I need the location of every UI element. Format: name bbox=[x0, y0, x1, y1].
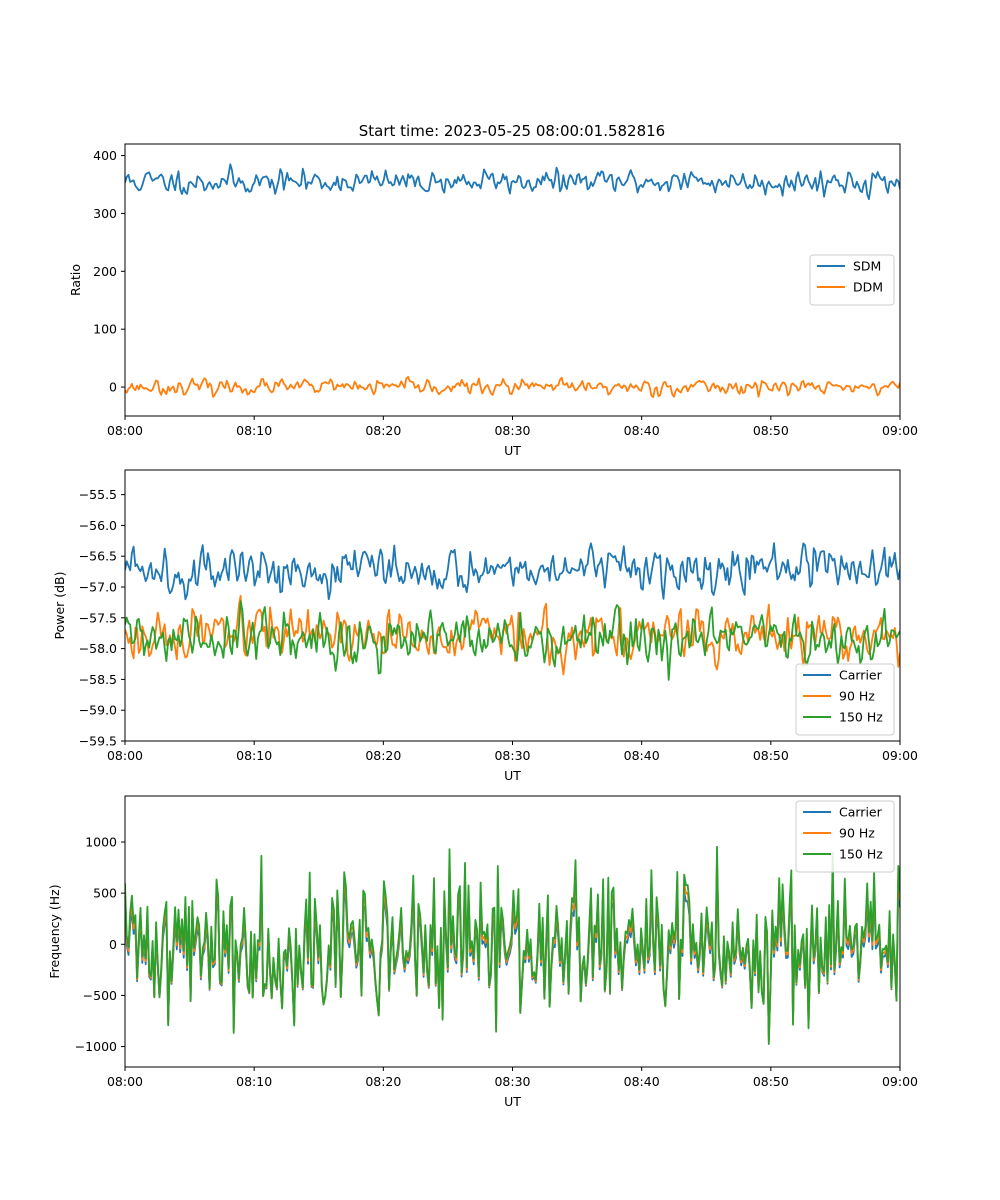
chart-title: Start time: 2023-05-25 08:00:01.582816 bbox=[359, 122, 665, 140]
y-tick-label: −500 bbox=[83, 988, 117, 1003]
y-axis-label: Power (dB) bbox=[52, 571, 67, 639]
legend-entry: 90 Hz bbox=[839, 689, 875, 704]
x-axis-label: UT bbox=[504, 768, 521, 783]
x-tick-label: 08:40 bbox=[624, 748, 660, 763]
y-tick-label: −59.5 bbox=[79, 734, 117, 749]
y-tick-label: 100 bbox=[93, 322, 117, 337]
series-line-sdm bbox=[125, 163, 900, 201]
y-tick-label: −56.0 bbox=[79, 518, 117, 533]
y-tick-label: −56.5 bbox=[79, 549, 117, 564]
x-tick-label: 08:50 bbox=[753, 1074, 789, 1089]
y-tick-label: −57.0 bbox=[79, 580, 117, 595]
x-tick-label: 08:40 bbox=[624, 1074, 660, 1089]
y-tick-label: 500 bbox=[93, 886, 117, 901]
y-tick-label: −59.0 bbox=[79, 703, 117, 718]
x-tick-label: 08:20 bbox=[365, 423, 401, 438]
x-tick-label: 09:00 bbox=[882, 748, 918, 763]
y-tick-label: 400 bbox=[93, 148, 117, 163]
series-group bbox=[125, 163, 900, 399]
x-axis-label: UT bbox=[504, 443, 521, 458]
series-line-150-hz bbox=[125, 845, 900, 1045]
y-tick-label: −55.5 bbox=[79, 487, 117, 502]
frequency-panel: 08:00 08:10 08:20 08:30 08:40 08:50 09:00 −1000… bbox=[47, 795, 918, 1109]
series-group bbox=[125, 542, 900, 681]
x-tick-label: 08:20 bbox=[365, 748, 401, 763]
x-tick-label: 08:10 bbox=[236, 748, 272, 763]
legend: Carrier 90 Hz 150 Hz bbox=[795, 800, 895, 873]
series-group bbox=[125, 845, 900, 1045]
y-axis-label: Frequency (Hz) bbox=[47, 884, 62, 978]
power-panel: 08:00 08:10 08:20 08:30 08:40 08:50 09:00 −59.5… bbox=[52, 469, 918, 783]
legend-entry: 150 Hz bbox=[839, 710, 883, 725]
x-tick-label: 08:20 bbox=[365, 1074, 401, 1089]
legend-entry: 150 Hz bbox=[839, 847, 883, 862]
series-line-ddm bbox=[125, 375, 900, 399]
y-tick-label: 200 bbox=[93, 264, 117, 279]
x-tick-label: 08:10 bbox=[236, 423, 272, 438]
x-tick-label: 08:30 bbox=[494, 748, 530, 763]
y-tick-label: −58.0 bbox=[79, 641, 117, 656]
x-axis-label: UT bbox=[504, 1094, 521, 1109]
y-tick-label: 0 bbox=[109, 937, 117, 952]
x-tick-label: 08:30 bbox=[494, 1074, 530, 1089]
series-line-150-hz bbox=[125, 600, 900, 681]
legend-entry: Carrier bbox=[839, 805, 883, 820]
legend: SDM DDM bbox=[809, 254, 895, 306]
x-tick-label: 09:00 bbox=[882, 423, 918, 438]
x-tick-label: 08:00 bbox=[107, 1074, 143, 1089]
series-line-carrier bbox=[125, 542, 900, 601]
legend: Carrier 90 Hz 150 Hz bbox=[795, 663, 895, 736]
y-tick-label: 1000 bbox=[85, 835, 117, 850]
y-axis-label: Ratio bbox=[68, 264, 83, 296]
x-tick-label: 08:00 bbox=[107, 748, 143, 763]
x-tick-label: 09:00 bbox=[882, 1074, 918, 1089]
legend-entry: SDM bbox=[853, 259, 881, 274]
x-tick-label: 08:30 bbox=[494, 423, 530, 438]
legend-entry: DDM bbox=[853, 280, 883, 295]
x-tick-label: 08:10 bbox=[236, 1074, 272, 1089]
x-tick-label: 08:00 bbox=[107, 423, 143, 438]
y-tick-label: 300 bbox=[93, 206, 117, 221]
y-tick-label: −1000 bbox=[75, 1039, 117, 1054]
x-tick-label: 08:50 bbox=[753, 423, 789, 438]
legend-entry: 90 Hz bbox=[839, 826, 875, 841]
y-tick-label: −58.5 bbox=[79, 672, 117, 687]
x-tick-label: 08:50 bbox=[753, 748, 789, 763]
legend-entry: Carrier bbox=[839, 668, 883, 683]
y-tick-label: 0 bbox=[109, 380, 117, 395]
x-tick-label: 08:40 bbox=[624, 423, 660, 438]
ratio-panel: 08:00 08:10 08:20 08:30 08:40 08:50 09:00 0 100 2… bbox=[68, 143, 918, 458]
y-tick-label: −57.5 bbox=[79, 610, 117, 625]
